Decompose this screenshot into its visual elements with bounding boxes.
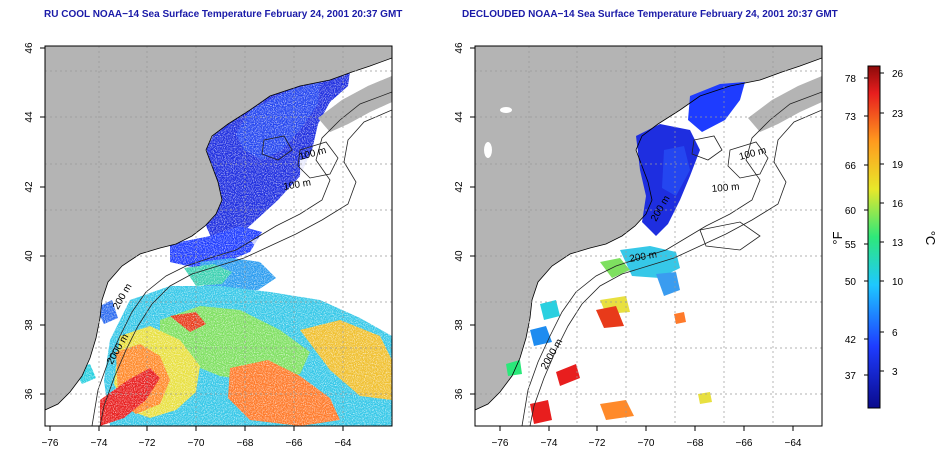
right-map-panel: 100 m 100 m 200 m 200 m 2000 m <box>454 42 823 449</box>
right-map-land <box>475 46 822 410</box>
celsius-tick: 19 <box>892 160 904 171</box>
x-tick-label: −76 <box>42 438 59 449</box>
contour-label: 100 m <box>711 182 740 195</box>
fahrenheit-tick: 60 <box>845 206 857 217</box>
left-map-title: RU COOL NOAA−14 Sea Surface Temperature … <box>44 9 403 20</box>
x-tick-label: −64 <box>785 438 802 449</box>
x-tick-label: −74 <box>91 438 108 449</box>
right-map-nova-scotia <box>748 76 822 132</box>
celsius-tick: 3 <box>892 367 898 378</box>
y-tick-label: 38 <box>454 319 465 331</box>
celsius-tick: 13 <box>892 238 904 249</box>
y-tick-label: 44 <box>454 111 465 123</box>
y-tick-label: 40 <box>24 250 35 262</box>
fahrenheit-tick: 50 <box>845 277 857 288</box>
celsius-tick: 10 <box>892 277 904 288</box>
x-tick-label: −76 <box>492 438 509 449</box>
x-tick-label: −72 <box>589 438 606 449</box>
fahrenheit-tick: 73 <box>845 112 857 123</box>
y-tick-label: 42 <box>454 181 465 193</box>
y-tick-label: 44 <box>24 111 35 123</box>
x-tick-label: −68 <box>237 438 254 449</box>
x-tick-label: −66 <box>736 438 753 449</box>
right-grid <box>475 46 822 426</box>
y-tick-label: 46 <box>454 42 465 54</box>
y-tick-label: 42 <box>24 181 35 193</box>
x-tick-label: −72 <box>139 438 156 449</box>
x-tick-label: −66 <box>286 438 303 449</box>
contour-label: 200 m <box>629 249 658 265</box>
x-tick-label: −68 <box>687 438 704 449</box>
y-tick-label: 46 <box>24 42 35 54</box>
right-sst-imagery <box>506 82 745 424</box>
right-bathymetry-contours <box>521 91 822 426</box>
celsius-tick: 26 <box>892 69 904 80</box>
x-tick-label: −64 <box>335 438 352 449</box>
right-map-title: DECLOUDED NOAA−14 Sea Surface Temperatur… <box>462 9 838 20</box>
left-grid <box>45 46 392 426</box>
temperature-colorbar: 78 73 66 60 55 50 42 37 26 23 19 16 13 1… <box>830 65 938 409</box>
contour-label: 100 m <box>283 177 312 193</box>
colorbar-gradient <box>867 65 881 409</box>
y-tick-label: 40 <box>454 250 465 262</box>
celsius-label: °C <box>923 231 938 246</box>
left-bathymetry-contours <box>91 91 392 426</box>
x-tick-label: −70 <box>638 438 655 449</box>
x-tick-label: −74 <box>541 438 558 449</box>
fahrenheit-label: °F <box>830 231 845 244</box>
x-tick-label: −70 <box>188 438 205 449</box>
fahrenheit-tick: 66 <box>845 161 857 172</box>
y-tick-label: 36 <box>24 388 35 400</box>
fahrenheit-tick: 55 <box>845 240 857 251</box>
y-tick-label: 38 <box>24 319 35 331</box>
fahrenheit-tick: 37 <box>845 371 857 382</box>
celsius-tick: 6 <box>892 328 898 339</box>
celsius-tick: 23 <box>892 109 904 120</box>
fahrenheit-tick: 42 <box>845 335 857 346</box>
y-tick-label: 36 <box>454 388 465 400</box>
celsius-tick: 16 <box>892 199 904 210</box>
fahrenheit-tick: 78 <box>845 74 857 85</box>
left-map-panel: 100 m 100 m 200 m 2000 m <box>24 42 393 449</box>
